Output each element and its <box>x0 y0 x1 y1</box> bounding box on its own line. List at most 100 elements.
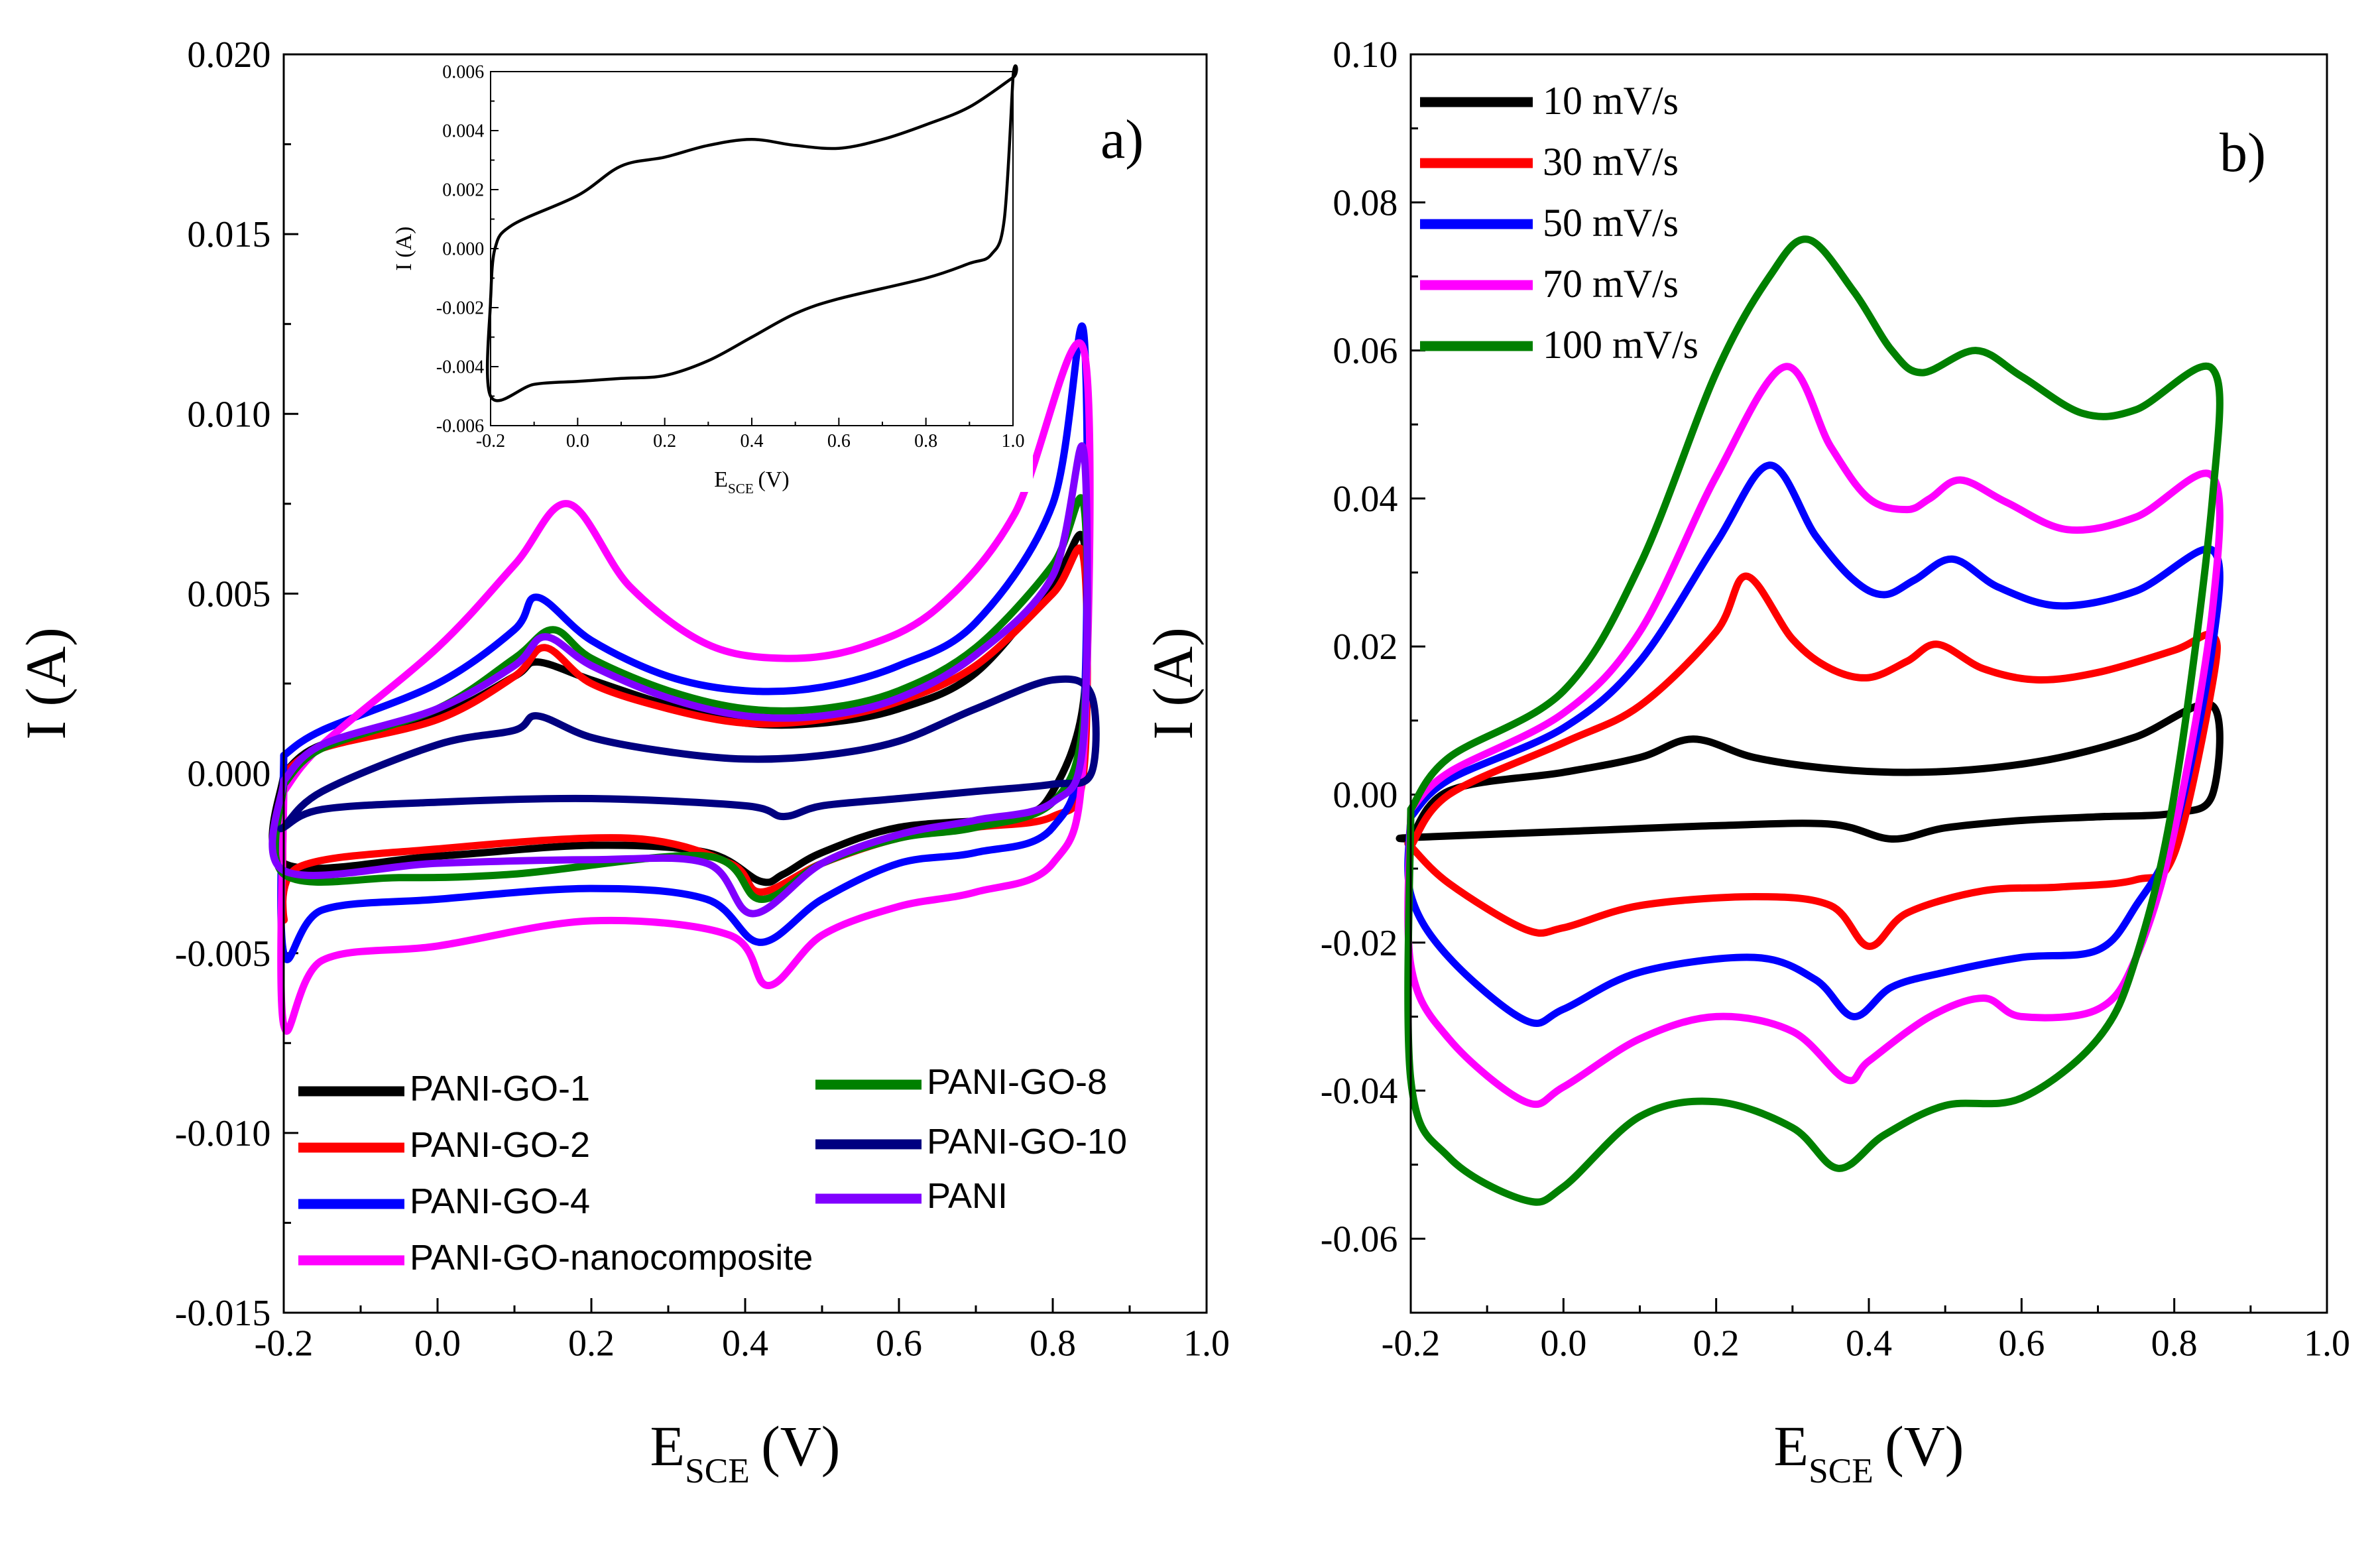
x-tick-label: 0.2 <box>1693 1323 1740 1364</box>
y-tick-label: -0.002 <box>436 298 484 319</box>
y-tick-label: 0.08 <box>1333 182 1398 223</box>
x-tick-label: 0.4 <box>1846 1323 1892 1364</box>
plot-frame <box>282 53 1208 1314</box>
y-tick-label: -0.02 <box>1321 923 1398 964</box>
x-tick-label: 1.0 <box>2304 1323 2350 1364</box>
panel-b-chart: -0.2 0.0 0.2 0.4 0.6 0.8 1.0 -0.06 -0.04 -0.02 0.0… <box>1141 34 2350 1490</box>
legend-item: 100 mV/s <box>1420 323 1698 367</box>
cv-curve-inset <box>485 64 1018 402</box>
y-tick-label: 0.02 <box>1333 627 1398 668</box>
legend-item: PANI-GO-4 <box>298 1181 590 1221</box>
y-tick-label: 0.06 <box>1333 331 1398 372</box>
cv-curve-100-mv-s <box>1404 235 2224 1206</box>
x-tick-label: -0.2 <box>1382 1323 1441 1364</box>
x-tick-label: 0.6 <box>876 1323 922 1364</box>
legend-label: 50 mV/s <box>1543 201 1679 245</box>
y-tick-label: -0.004 <box>436 357 484 378</box>
x-tick-label: 1.0 <box>1002 431 1025 451</box>
legend-item: 30 mV/s <box>1420 140 1679 184</box>
legend-panel-b: 10 mV/s 30 mV/s 50 mV/s 70 mV/s 100 mV/s <box>1420 79 1698 367</box>
cv-curve-pani <box>268 442 1091 918</box>
plot-frame <box>490 71 1014 426</box>
cv-curve-50-mv-s <box>1404 461 2224 1028</box>
y-tick-label: 0.004 <box>442 121 484 142</box>
x-tick-label: 0.2 <box>653 431 676 451</box>
y-tick-label: 0.006 <box>442 62 484 83</box>
x-tick-label: 0.0 <box>566 431 589 451</box>
y-tick-label: 0.000 <box>442 239 484 260</box>
legend-item: PANI <box>815 1176 1008 1216</box>
y-tick-label: 0.015 <box>187 214 270 255</box>
legend-label: PANI-GO-2 <box>410 1125 590 1165</box>
legend-item: PANI-GO-1 <box>298 1069 590 1109</box>
legend-label: PANI <box>927 1176 1008 1216</box>
y-axis-label: I (A) <box>392 226 416 270</box>
legend-panel-a: PANI-GO-1 PANI-GO-2 PANI-GO-4 PANI-GO-nanoc… <box>298 1062 1127 1278</box>
y-tick-label: -0.04 <box>1321 1071 1398 1112</box>
y-tick-label: 0.10 <box>1333 34 1398 76</box>
y-axis-label: I (A) <box>1141 627 1205 740</box>
cv-curve-10-mv-s <box>1396 700 2224 843</box>
legend-item: PANI-GO-2 <box>298 1125 590 1165</box>
x-tick-label: -0.2 <box>255 1323 314 1364</box>
cv-curve-30-mv-s <box>1404 572 2221 950</box>
y-tick-label: 0.04 <box>1333 479 1398 520</box>
x-axis-label-unit: (V) <box>761 1414 840 1478</box>
y-tick-label: 0.000 <box>187 754 270 795</box>
x-tick-label: 0.4 <box>722 1323 768 1364</box>
legend-item: PANI-GO-10 <box>815 1122 1127 1162</box>
x-tick-label: 0.0 <box>1540 1323 1586 1364</box>
y-tick-label: -0.005 <box>175 933 271 975</box>
y-tick-label: 0.010 <box>187 394 270 435</box>
inset-background <box>418 65 1033 492</box>
x-tick-label: 0.0 <box>414 1323 461 1364</box>
x-axis-label: ESCE (V) <box>650 1414 841 1490</box>
y-tick-label: 0.002 <box>442 180 484 201</box>
x-axis-label-main: E <box>1774 1414 1809 1478</box>
cv-curve-pani-go-10 <box>277 675 1100 833</box>
legend-item: PANI-GO-nanocomposite <box>298 1238 813 1278</box>
legend-label: 30 mV/s <box>1543 140 1679 184</box>
legend-label: 100 mV/s <box>1543 323 1698 367</box>
panel-a-inset-chart: -0.2 0.0 0.2 0.4 0.6 0.8 1.0 -0.006 -0.004 -0.002… <box>392 62 1033 497</box>
x-tick-label: 0.8 <box>914 431 937 451</box>
y-tick-label: -0.010 <box>175 1113 271 1154</box>
legend-label: PANI-GO-4 <box>410 1181 590 1221</box>
legend-label: PANI-GO-8 <box>927 1062 1107 1102</box>
panel-a-chart: -0.2 0.0 0.2 0.4 0.6 0.8 1.0 -0.015 -0.010 -0.005… <box>14 34 1230 1490</box>
y-tick-label: -0.006 <box>436 416 484 437</box>
x-axis-label-subscript: SCE <box>728 481 754 497</box>
y-tick-label: 0.005 <box>187 573 270 615</box>
y-tick-label: 0.020 <box>187 34 270 76</box>
x-tick-label: 0.8 <box>1030 1323 1076 1364</box>
x-axis-label: ESCE (V) <box>1774 1414 1964 1490</box>
panel-label-a: a) <box>1101 109 1144 170</box>
x-tick-label: -0.2 <box>476 431 505 451</box>
x-axis-label-unit: (V) <box>1885 1414 1964 1478</box>
x-tick-label: 0.4 <box>741 431 764 451</box>
legend-label: 70 mV/s <box>1543 262 1679 306</box>
legend-item: 50 mV/s <box>1420 201 1679 245</box>
legend-label: PANI-GO-nanocomposite <box>410 1238 813 1278</box>
x-axis-label-main: E <box>650 1414 685 1478</box>
legend-item: 70 mV/s <box>1420 262 1679 306</box>
x-tick-label: 0.2 <box>568 1323 615 1364</box>
legend-label: PANI-GO-1 <box>410 1069 590 1109</box>
y-axis-label: I (A) <box>14 627 78 740</box>
y-tick-label: -0.06 <box>1321 1219 1398 1260</box>
x-tick-label: 0.6 <box>1998 1323 2045 1364</box>
x-axis-label-subscript: SCE <box>685 1451 750 1490</box>
plot-frame <box>1409 53 2328 1314</box>
legend-label: PANI-GO-10 <box>927 1122 1127 1162</box>
x-axis-label: ESCE (V) <box>714 467 789 497</box>
legend-item: PANI-GO-8 <box>815 1062 1107 1102</box>
x-axis-label-unit: (V) <box>758 467 790 492</box>
x-tick-label: 0.6 <box>827 431 851 451</box>
y-tick-label: -0.015 <box>175 1293 271 1334</box>
x-axis-label-subscript: SCE <box>1809 1451 1874 1490</box>
y-tick-label: 0.00 <box>1333 775 1398 816</box>
legend-item: 10 mV/s <box>1420 79 1679 123</box>
x-tick-label: 1.0 <box>1183 1323 1230 1364</box>
legend-label: 10 mV/s <box>1543 79 1679 123</box>
